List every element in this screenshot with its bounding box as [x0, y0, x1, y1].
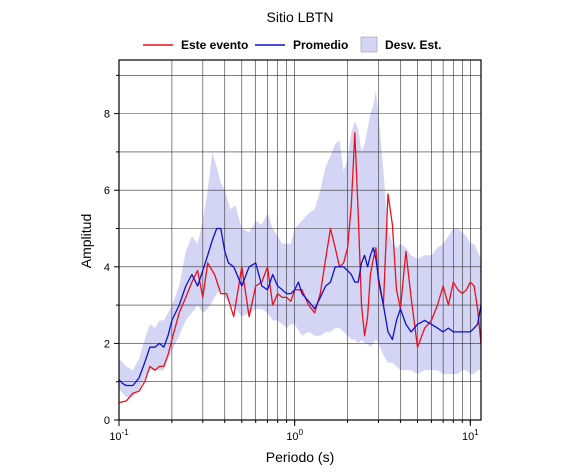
series-este-evento-line	[118, 132, 482, 404]
y-tick-label: 0	[104, 415, 110, 427]
legend-label: Promedio	[293, 38, 348, 52]
legend-label: Desv. Est.	[385, 38, 441, 52]
x-axis-label: Periodo (s)	[266, 449, 334, 465]
chart-legend: Este evento Promedio Desv. Est.	[143, 36, 441, 53]
std-dev-band-layer	[119, 90, 481, 397]
std-dev-band	[119, 90, 481, 397]
x-tick-label: 100	[286, 428, 303, 443]
y-tick-label: 2	[104, 338, 110, 350]
y-axis-label: Amplitud	[78, 214, 94, 268]
plot-frame	[118, 59, 482, 421]
legend-label: Este evento	[181, 38, 248, 52]
legend-item: Este evento	[143, 38, 248, 52]
y-tick-label: 4	[104, 262, 110, 274]
plot-area: 0 2 4 6 8 10-1 100 101	[104, 59, 482, 443]
legend-item: Promedio	[255, 38, 348, 52]
y-tick-label: 6	[104, 185, 110, 197]
grid-layer	[119, 60, 481, 420]
legend-item: Desv. Est.	[360, 36, 441, 53]
y-tick-label: 8	[104, 109, 110, 121]
x-tick-label: 101	[462, 428, 479, 443]
series-layer	[118, 132, 482, 404]
axis-ticks: 0 2 4 6 8 10-1 100 101	[104, 74, 479, 443]
series-promedio-line	[118, 227, 482, 387]
x-tick-label: 10-1	[109, 428, 129, 443]
chart-title: Sitio LBTN	[267, 9, 334, 25]
legend-swatch	[360, 36, 378, 53]
